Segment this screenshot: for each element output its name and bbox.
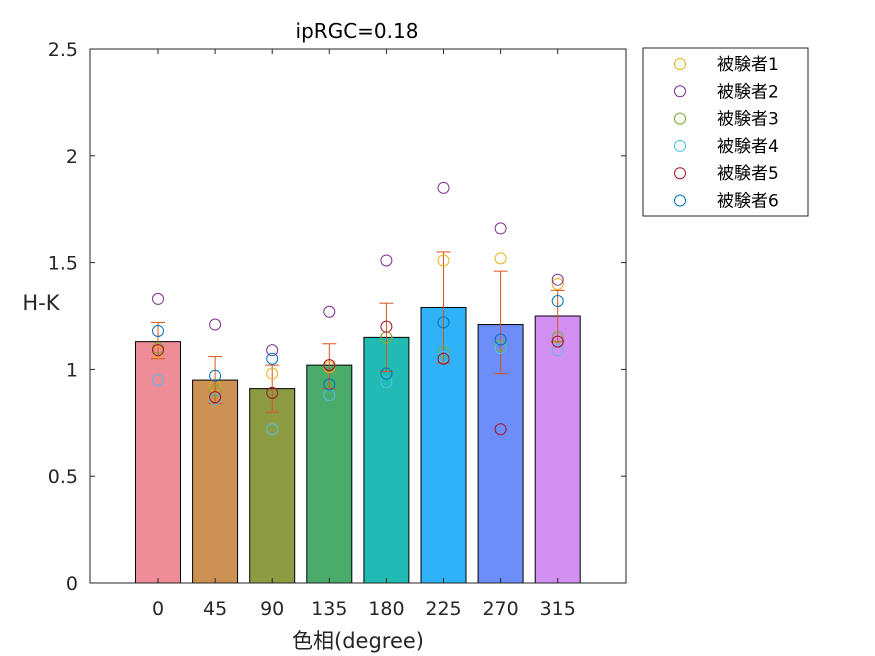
legend-item-subject5: 被験者5 [674,164,779,184]
marker-subject4-270 [494,342,507,355]
x-tick-label: 270 [482,598,518,620]
marker-subject2-45 [209,318,222,331]
marker-subject6-135 [323,378,336,391]
errorbar-270 [493,270,508,375]
x-tick-label: 0 [152,598,164,620]
legend-label: 被験者4 [717,137,779,157]
y-axis: 0 0.5 1 1.5 2 2.5 [48,39,626,595]
errorbars-layer [151,251,565,413]
x-tick-label: 135 [311,598,347,620]
x-axis: 0 45 90 135 180 225 270 315 [152,49,576,620]
y-tick-label: 2 [66,146,78,168]
marker-subject4-180 [380,376,393,389]
marker-subject1-270 [494,252,507,265]
x-tick-label: 90 [260,598,284,620]
legend-label: 被験者1 [717,55,779,75]
x-tick-label: 315 [540,598,576,620]
legend-box [642,47,809,217]
legend-marker [674,58,686,70]
marker-subject5-180 [380,320,393,333]
x-tick-label: 45 [203,598,227,620]
marker-subject1-315 [551,277,564,290]
marker-subject5-135 [323,359,336,372]
legend: 被験者1 被験者2 被験者3 被験者4 被験者5 被験者6 [642,47,809,217]
marker-subject5-45 [209,391,222,404]
legend-marker [674,167,686,180]
marker-subject5-90 [266,386,279,399]
marker-subject6-180 [380,367,393,380]
marker-subject4-90 [266,423,279,436]
legend-item-subject3: 被験者3 [674,110,779,130]
marker-subject6-225 [437,316,450,329]
marker-subject3-225 [437,346,450,359]
marker-subject2-180 [380,254,393,267]
legend-label: 被験者2 [717,82,779,102]
marker-subject5-270 [494,423,507,436]
marker-subject2-225 [437,181,450,194]
legend-label: 被験者5 [717,164,779,184]
y-tick-label: 2.5 [48,39,78,61]
bar-0 [135,341,181,584]
y-tick-label: 0.5 [48,466,78,488]
marker-subject6-315 [551,295,564,308]
legend-marker [674,139,686,152]
legend-item-subject1: 被験者1 [674,55,779,75]
x-tick-label: 180 [368,598,404,620]
markers-layer [152,181,564,436]
marker-subject2-0 [152,292,164,305]
marker-subject1-225 [437,254,450,267]
marker-subject5-0 [152,344,164,357]
bar-315 [534,315,581,584]
errorbar-90 [265,364,280,413]
marker-subject6-270 [494,333,507,346]
marker-subject3-315 [551,331,564,344]
errorbar-225 [436,251,451,364]
y-tick-label: 1.5 [48,253,78,275]
y-tick-label: 1 [66,359,78,381]
marker-subject2-270 [494,222,507,235]
errorbar-135 [322,343,337,390]
legend-marker [674,194,686,207]
y-axis-label: H-K [22,291,60,315]
legend-items: 被験者1 被験者2 被験者3 被験者4 被験者5 被験者6 [674,55,779,212]
errorbar-45 [208,356,223,405]
marker-subject4-315 [551,344,564,357]
marker-subject4-0 [152,374,164,387]
marker-subject2-315 [551,273,564,286]
y-tick-label: 0 [66,573,78,595]
errorbar-0 [151,321,165,360]
chart-title: ipRGC=0.18 [296,19,419,43]
marker-subject6-45 [209,369,222,382]
marker-subject5-315 [551,335,564,348]
marker-subject3-45 [209,384,222,397]
bar-45 [192,379,239,584]
axes-frame [89,48,627,584]
legend-marker [674,112,686,125]
marker-subject2-135 [323,305,336,318]
x-axis-label: 色相(degree) [292,629,424,653]
marker-subject5-225 [437,352,450,365]
bar-180 [363,336,410,584]
marker-subject6-0 [152,324,164,337]
errorbar-315 [550,289,565,343]
legend-marker [674,85,686,98]
marker-subject1-90 [266,367,279,380]
bar-135 [306,364,353,584]
legend-item-subject6: 被験者6 [674,192,779,212]
legend-label: 被験者6 [717,192,779,212]
legend-item-subject4: 被験者4 [674,137,779,157]
marker-subject6-90 [266,352,279,365]
marker-subject2-90 [266,344,279,357]
x-tick-label: 225 [425,598,461,620]
plot-area: 0 0.5 1 1.5 2 2.5 0 45 90 135 180 225 270 315 [48,39,627,620]
bar-90 [249,388,296,584]
legend-item-subject2: 被験者2 [674,82,779,102]
legend-label: 被験者3 [717,110,779,130]
